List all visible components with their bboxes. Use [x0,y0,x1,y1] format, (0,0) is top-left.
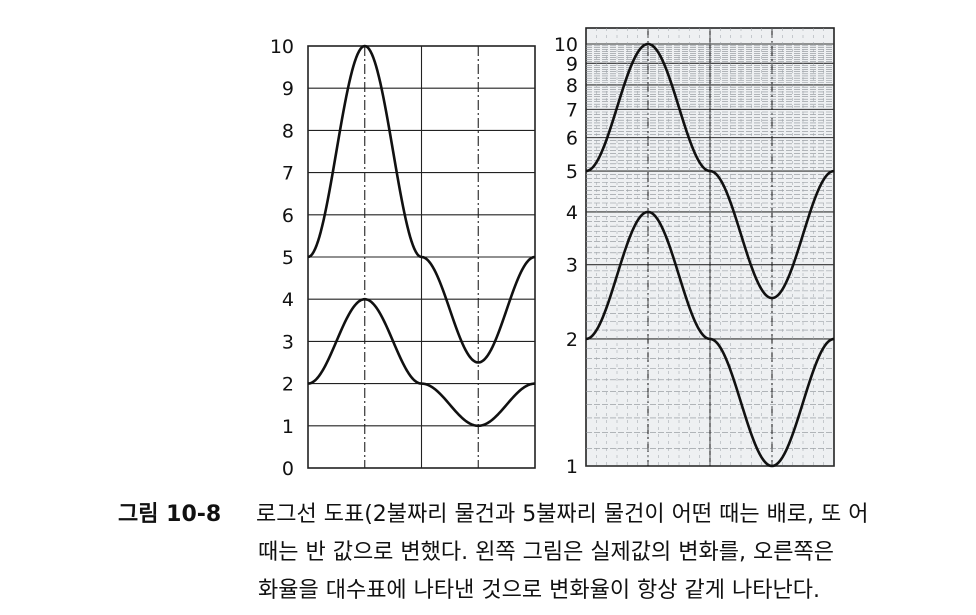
y-tick-label: 9 [566,53,578,75]
y-tick-label: 1 [566,456,578,478]
y-tick-label: 6 [282,205,294,227]
y-tick-label: 7 [566,99,578,121]
y-tick-label: 8 [566,75,578,97]
y-tick-label: 4 [282,289,294,311]
caption-label: 그림 10-8 [118,502,222,527]
y-tick-label: 2 [282,374,294,396]
y-tick-label: 10 [270,36,294,58]
y-tick-label: 0 [282,458,294,480]
linear-chart: 0 1 2 3 4 5 6 7 8 9 10 [270,36,536,480]
y-tick-label: 5 [566,161,578,183]
series-line-1 [307,44,536,364]
caption-line-3: 화율을 대수표에 나타낸 것으로 변화율이 항상 같게 나타난다. [258,578,820,603]
caption-line-2: 때는 반 값으로 변했다. 왼쪽 그림은 실제값의 변화를, 오른쪽은 [258,540,834,565]
y-tick-label: 3 [566,255,578,277]
y-tick-label: 1 [282,416,294,438]
y-tick-label: 7 [282,163,294,185]
series-line-2 [307,297,536,428]
y-tick-label: 8 [282,120,294,142]
y-tick-label: 6 [566,128,578,150]
y-tick-label: 3 [282,331,294,353]
caption-line-1: 로그선 도표(2불짜리 물건과 5불짜리 물건이 어떤 때는 배로, 또 어 [256,502,869,527]
y-tick-label: 5 [282,247,294,269]
y-tick-label: 4 [566,202,578,224]
y-tick-label: 10 [554,34,578,56]
series-line-1 [585,42,835,300]
series-line-2 [585,210,835,468]
y-tick-label: 2 [566,329,578,351]
y-tick-label: 9 [282,78,294,100]
